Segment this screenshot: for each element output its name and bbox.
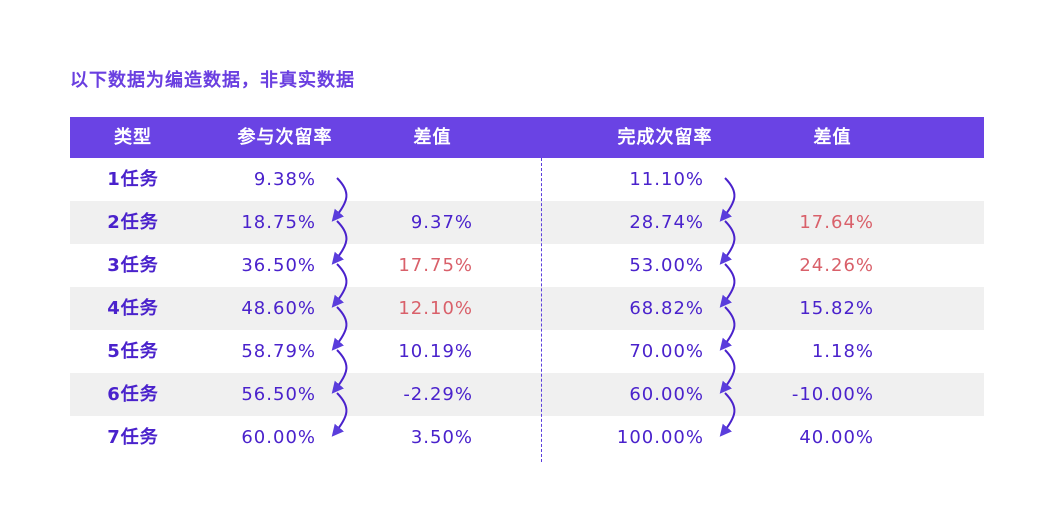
join-rate-cell: 58.79%	[241, 341, 316, 362]
table-row: 5任务 58.79% 10.19% 70.00% 1.18%	[70, 330, 984, 373]
complete-diff-cell: 17.64%	[799, 212, 874, 233]
complete-trend-arrow	[719, 306, 736, 351]
join-diff-cell: 10.19%	[398, 341, 473, 362]
join-diff-cell: -2.29%	[403, 384, 473, 405]
join-trend-arrow	[331, 220, 348, 265]
complete-trend-arrow	[719, 392, 736, 437]
complete-rate-cell: 60.00%	[629, 384, 704, 405]
join-trend-arrow	[331, 392, 348, 437]
table-row: 2任务 18.75% 9.37% 28.74% 17.64%	[70, 201, 984, 244]
header-join-diff: 差值	[413, 127, 452, 148]
join-diff-cell: 17.75%	[398, 255, 473, 276]
complete-trend-arrow	[719, 220, 736, 265]
task-type-cell: 4任务	[107, 298, 159, 319]
column-divider	[541, 158, 542, 462]
complete-rate-cell: 11.10%	[629, 169, 704, 190]
task-type-cell: 3任务	[107, 255, 159, 276]
join-rate-cell: 36.50%	[241, 255, 316, 276]
table-header: 类型 参与次留率 差值 完成次留率 差值	[70, 117, 984, 158]
join-rate-cell: 18.75%	[241, 212, 316, 233]
complete-trend-arrow	[719, 263, 736, 308]
task-type-cell: 7任务	[107, 427, 159, 448]
complete-diff-cell: 15.82%	[799, 298, 874, 319]
table-row: 3任务 36.50% 17.75% 53.00% 24.26%	[70, 244, 984, 287]
join-diff-cell: 3.50%	[410, 427, 473, 448]
table-row: 7任务 60.00% 3.50% 100.00% 40.00%	[70, 416, 984, 459]
complete-rate-cell: 70.00%	[629, 341, 704, 362]
task-type-cell: 2任务	[107, 212, 159, 233]
join-rate-cell: 60.00%	[241, 427, 316, 448]
join-diff-cell: 9.37%	[410, 212, 473, 233]
join-trend-arrow	[331, 263, 348, 308]
join-trend-arrow	[331, 349, 348, 394]
header-complete-rate: 完成次留率	[617, 127, 713, 148]
complete-diff-cell: 40.00%	[799, 427, 874, 448]
complete-rate-cell: 28.74%	[629, 212, 704, 233]
complete-diff-cell: 1.18%	[811, 341, 874, 362]
complete-rate-cell: 68.82%	[629, 298, 704, 319]
join-diff-cell: 12.10%	[398, 298, 473, 319]
complete-trend-arrow	[719, 349, 736, 394]
complete-diff-cell: 24.26%	[799, 255, 874, 276]
join-rate-cell: 48.60%	[241, 298, 316, 319]
table-row: 6任务 56.50% -2.29% 60.00% -10.00%	[70, 373, 984, 416]
header-type: 类型	[114, 127, 152, 148]
task-type-cell: 5任务	[107, 341, 159, 362]
complete-trend-arrow	[719, 177, 736, 222]
complete-diff-cell: -10.00%	[791, 384, 874, 405]
join-trend-arrow	[331, 306, 348, 351]
join-trend-arrow	[331, 177, 348, 222]
table-row: 1任务 9.38% 11.10%	[70, 158, 984, 201]
header-complete-diff: 差值	[813, 127, 852, 148]
table-row: 4任务 48.60% 12.10% 68.82% 15.82%	[70, 287, 984, 330]
task-type-cell: 1任务	[107, 169, 159, 190]
join-rate-cell: 56.50%	[241, 384, 316, 405]
retention-table: 类型 参与次留率 差值 完成次留率 差值 1任务 9.38% 11.10% 2任务 18…	[70, 117, 984, 462]
join-rate-cell: 9.38%	[253, 169, 316, 190]
header-join-rate: 参与次留率	[237, 127, 333, 148]
task-type-cell: 6任务	[107, 384, 159, 405]
complete-rate-cell: 53.00%	[629, 255, 704, 276]
trend-arrows	[331, 177, 736, 437]
note-text: 以下数据为编造数据，非真实数据	[70, 70, 355, 91]
complete-rate-cell: 100.00%	[616, 427, 704, 448]
